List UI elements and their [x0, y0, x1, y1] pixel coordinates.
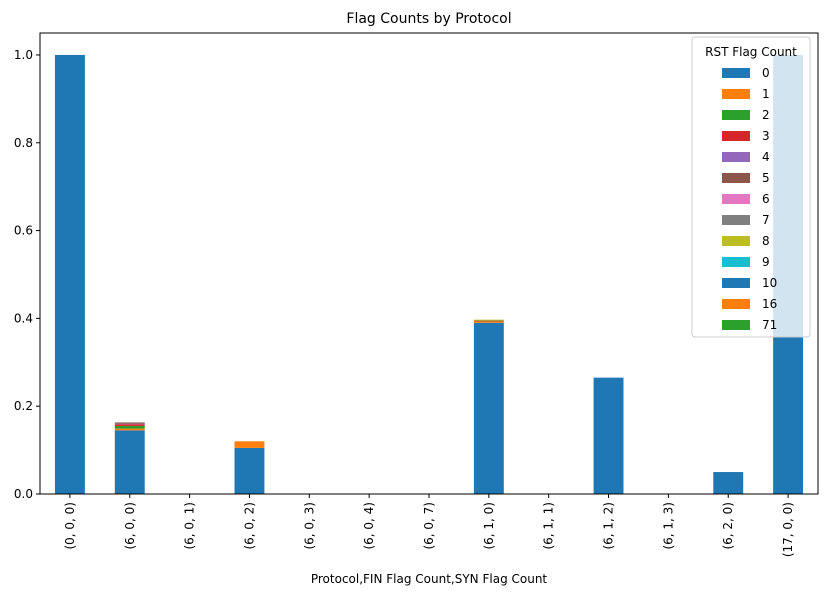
- x-tick-label: (6, 0, 4): [362, 502, 376, 550]
- legend-swatch-16: [722, 299, 750, 309]
- legend-frame: [691, 36, 811, 338]
- x-tick-label: (6, 0, 3): [302, 502, 316, 550]
- legend-label-6: 6: [762, 192, 770, 206]
- bar-segment-1-rst-2: [114, 425, 145, 429]
- legend-swatch-2: [722, 110, 750, 120]
- legend-swatch-5: [722, 173, 750, 183]
- bar-segment-9-rst-0: [593, 377, 624, 494]
- legend-swatch-1: [722, 89, 750, 99]
- bar-segment-1-rst-3: [114, 424, 145, 426]
- bars-layer: [54, 54, 804, 494]
- legend-label-16: 16: [762, 297, 777, 311]
- legend-swatch-3: [722, 131, 750, 141]
- legend-swatch-6: [722, 194, 750, 204]
- x-tick-label: (6, 1, 1): [542, 502, 556, 550]
- legend: RST Flag Count 0 1 2 3 4 5 6 7 8 9 10 16 71: [691, 36, 811, 338]
- legend-title: RST Flag Count: [705, 45, 797, 59]
- bar-segment-11-rst-0: [713, 472, 744, 494]
- legend-label-1: 1: [762, 87, 770, 101]
- legend-label-5: 5: [762, 171, 770, 185]
- x-tick-label: (6, 0, 1): [183, 502, 197, 550]
- legend-swatch-7: [722, 215, 750, 225]
- x-tick-label: (6, 0, 2): [242, 502, 256, 550]
- legend-label-3: 3: [762, 129, 770, 143]
- y-tick-label: 1.0: [14, 48, 33, 62]
- y-tick-label: 0.4: [14, 311, 33, 325]
- x-tick-label: (6, 0, 7): [422, 502, 436, 550]
- legend-label-7: 7: [762, 213, 770, 227]
- x-tick-label: (6, 1, 0): [482, 502, 496, 550]
- bar-segment-7-rst-8: [473, 319, 504, 321]
- legend-label-2: 2: [762, 108, 770, 122]
- bar-segment-7-rst-0: [473, 322, 504, 494]
- legend-swatch-8: [722, 236, 750, 246]
- legend-items: 0 1 2 3 4 5 6 7 8 9 10 16 71: [722, 66, 777, 332]
- legend-swatch-0: [722, 68, 750, 78]
- x-axis: (0, 0, 0) (6, 0, 0) (6, 0, 1) (6, 0, 2) (6, …: [63, 494, 795, 557]
- legend-label-0: 0: [762, 66, 770, 80]
- bar-segment-1-rst-1: [114, 428, 145, 431]
- x-tick-label: (17, 0, 0): [781, 502, 795, 557]
- legend-label-4: 4: [762, 150, 770, 164]
- x-tick-label: (6, 2, 0): [721, 502, 735, 550]
- y-tick-label: 0.2: [14, 399, 33, 413]
- legend-swatch-9: [722, 257, 750, 267]
- legend-swatch-71: [722, 320, 750, 330]
- legend-swatch-4: [722, 152, 750, 162]
- legend-swatch-10: [722, 278, 750, 288]
- x-axis-label: Protocol,FIN Flag Count,SYN Flag Count: [311, 572, 548, 586]
- x-tick-label: (6, 0, 0): [123, 502, 137, 550]
- bar-segment-3-rst-0: [234, 447, 265, 494]
- bar-segment-1-rst-0: [114, 430, 145, 494]
- x-tick-label: (6, 1, 2): [602, 502, 616, 550]
- legend-label-71: 71: [762, 318, 777, 332]
- legend-label-9: 9: [762, 255, 770, 269]
- x-tick-label: (6, 1, 3): [661, 502, 675, 550]
- legend-label-8: 8: [762, 234, 770, 248]
- bar-segment-1-rst-5: [114, 422, 145, 424]
- legend-label-10: 10: [762, 276, 777, 290]
- x-tick-label: (0, 0, 0): [63, 502, 77, 550]
- y-axis: 0.0 0.2 0.4 0.6 0.8 1.0: [14, 48, 40, 501]
- bar-segment-7-rst-5: [473, 320, 504, 322]
- chart-title: Flag Counts by Protocol: [346, 11, 511, 27]
- bar-segment-0-rst-0: [54, 54, 85, 494]
- y-tick-label: 0.8: [14, 136, 33, 150]
- bar-segment-7-rst-1: [473, 321, 504, 323]
- y-tick-label: 0.0: [14, 487, 33, 501]
- bar-segment-3-rst-1: [234, 441, 265, 448]
- y-tick-label: 0.6: [14, 224, 33, 238]
